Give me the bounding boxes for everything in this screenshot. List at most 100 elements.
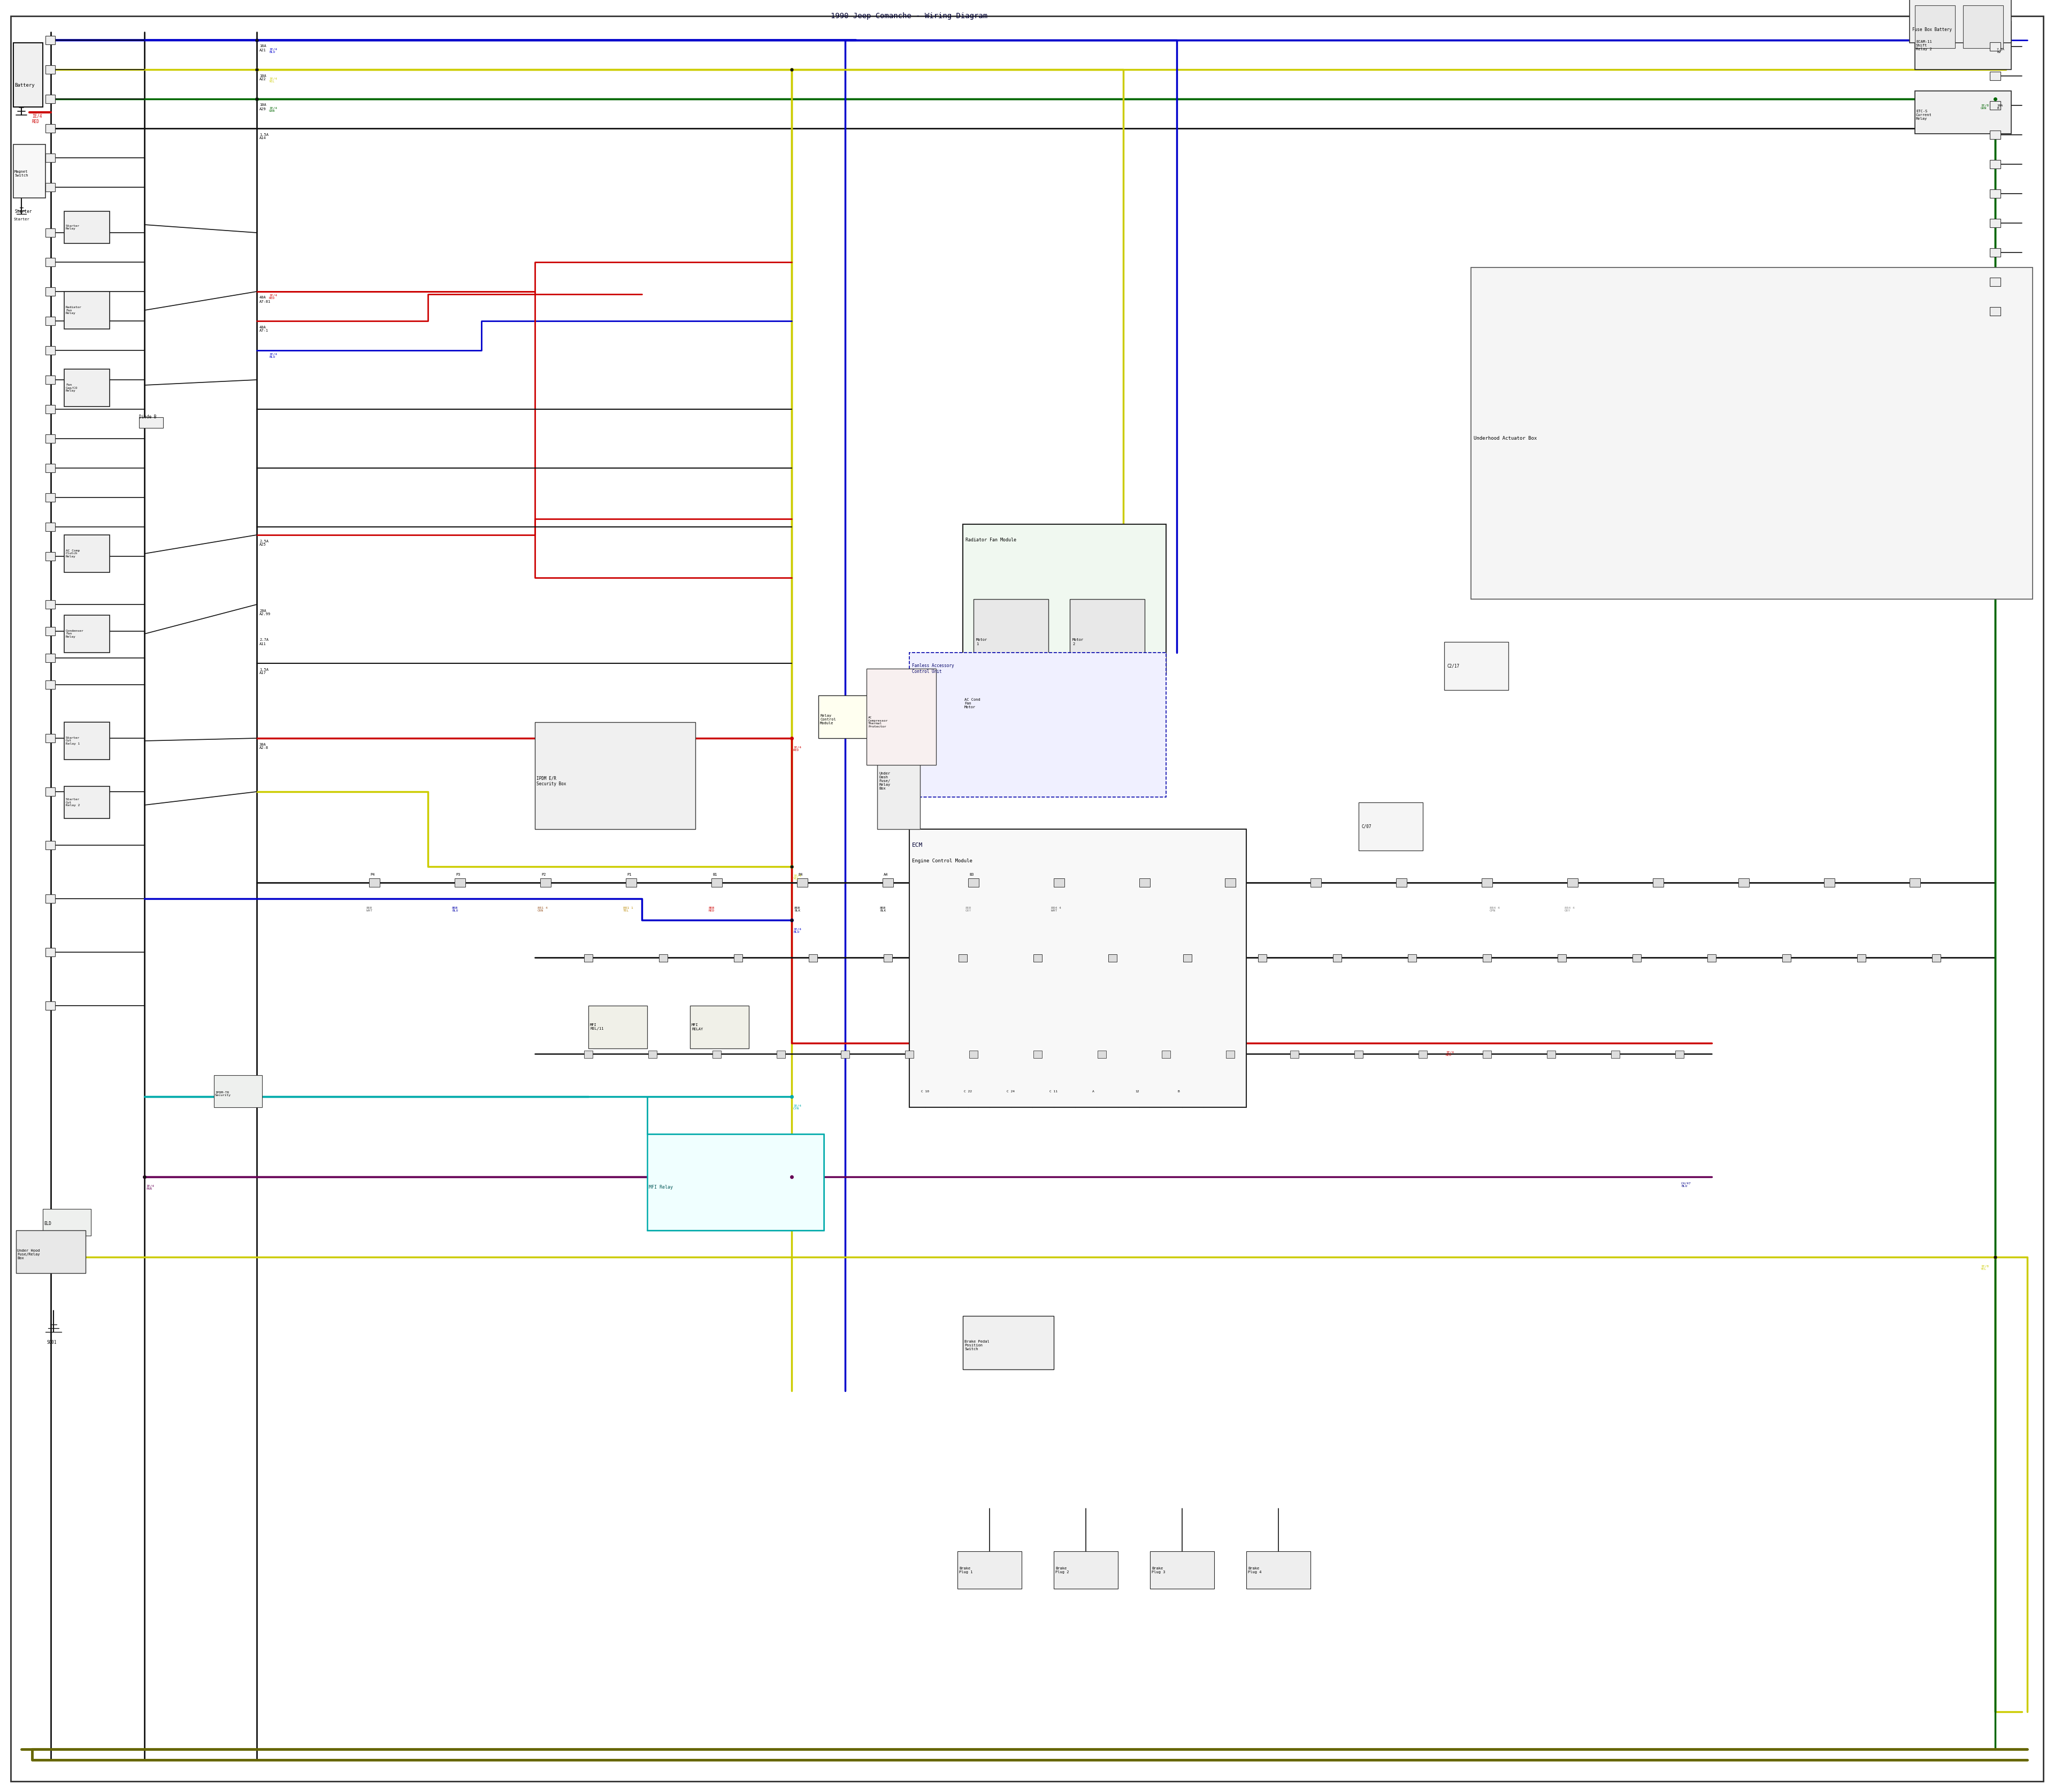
Bar	[1990, 159, 2001, 168]
Text: 8R4 4
WHT: 8R4 4 WHT	[1052, 907, 1062, 912]
Bar	[45, 183, 55, 192]
Text: Motor
1: Motor 1	[976, 638, 988, 645]
Bar	[1557, 955, 1565, 962]
Text: C 24: C 24	[1006, 1090, 1015, 1093]
Text: Battery: Battery	[14, 82, 35, 88]
Text: Fanless Accessory
Control Unit: Fanless Accessory Control Unit	[912, 663, 953, 674]
Text: ETC-S
Current
Relay: ETC-S Current Relay	[1916, 109, 1933, 120]
Bar	[1097, 1050, 1107, 1057]
Text: C 22: C 22	[963, 1090, 972, 1093]
Text: P3: P3	[456, 873, 460, 876]
Bar	[45, 405, 55, 414]
Bar	[140, 418, 162, 428]
Bar	[45, 65, 55, 73]
Text: Fuse Box Battery: Fuse Box Battery	[1912, 27, 1951, 32]
Bar	[214, 1075, 263, 1107]
Bar	[45, 654, 55, 663]
Text: IE/4
RED: IE/4 RED	[793, 745, 801, 753]
Bar	[1857, 955, 1865, 962]
Text: P1: P1	[626, 873, 631, 876]
Bar	[626, 878, 637, 887]
Text: 8RB
BLU: 8RB BLU	[452, 907, 458, 912]
Text: 1.5A
A17: 1.5A A17	[259, 668, 269, 676]
Bar	[1444, 642, 1508, 690]
Text: Brake Pedal
Position
Switch: Brake Pedal Position Switch	[965, 1340, 990, 1351]
Bar	[64, 292, 109, 330]
Bar	[45, 600, 55, 609]
Bar	[45, 523, 55, 530]
Text: IE/4
YEL: IE/4 YEL	[793, 874, 801, 880]
Bar	[1547, 1050, 1555, 1057]
Bar	[64, 615, 109, 652]
Text: Starter
Cut
Relay 1: Starter Cut Relay 1	[66, 737, 80, 745]
Text: Starter: Starter	[14, 217, 29, 220]
Bar	[1407, 955, 1417, 962]
Text: Radiator
Fan
Relay: Radiator Fan Relay	[66, 306, 82, 315]
Bar	[1333, 955, 1341, 962]
Bar	[45, 434, 55, 443]
Bar	[45, 317, 55, 324]
Text: Starter: Starter	[14, 210, 31, 213]
Bar	[647, 1134, 824, 1231]
Bar	[14, 145, 45, 197]
Bar	[45, 552, 55, 561]
Bar	[1483, 955, 1491, 962]
Text: 16A
A21: 16A A21	[259, 45, 267, 52]
Text: 7.5A
B2: 7.5A B2	[1996, 48, 2005, 54]
Bar	[64, 787, 109, 819]
Bar	[45, 735, 55, 742]
Text: IPDM-TR
Security: IPDM-TR Security	[216, 1091, 230, 1097]
Bar	[1033, 1050, 1041, 1057]
Bar	[370, 878, 380, 887]
Text: C2/17: C2/17	[1446, 663, 1458, 668]
Bar	[45, 36, 55, 45]
Text: A4: A4	[883, 873, 887, 876]
Bar	[659, 955, 668, 962]
Bar	[1707, 955, 1715, 962]
Bar	[45, 681, 55, 688]
Text: 40A
A7-81: 40A A7-81	[259, 296, 271, 303]
Bar	[45, 840, 55, 849]
Text: IE/4
CYN: IE/4 CYN	[793, 1104, 801, 1111]
Bar	[587, 1005, 647, 1048]
Bar	[877, 722, 920, 830]
Bar	[1054, 1552, 1117, 1590]
Bar	[14, 43, 43, 108]
Text: IE/8
YEL: IE/8 YEL	[1980, 1265, 1988, 1271]
Bar	[1483, 1050, 1491, 1057]
Text: IE/4
BLU: IE/4 BLU	[793, 928, 801, 934]
Text: 40A
A7-1: 40A A7-1	[259, 326, 269, 333]
Bar	[711, 878, 723, 887]
Bar	[957, 1552, 1021, 1590]
Bar	[1257, 955, 1267, 962]
Bar	[45, 464, 55, 473]
Bar	[733, 955, 741, 962]
Bar	[1990, 306, 2001, 315]
Bar	[969, 1050, 978, 1057]
Text: 12: 12	[1136, 1090, 1140, 1093]
Text: ECAM-11
Shift
Relay 2: ECAM-11 Shift Relay 2	[1916, 39, 1933, 50]
Text: Starter
Cut
Relay 2: Starter Cut Relay 2	[66, 797, 80, 806]
Text: C4/47
BLU: C4/47 BLU	[1680, 1183, 1690, 1188]
Bar	[1964, 5, 2003, 48]
Bar	[1310, 878, 1321, 887]
Text: C/07: C/07	[1362, 824, 1372, 830]
Bar	[963, 679, 1070, 722]
Text: AC
Compressor
Thermal
Protector: AC Compressor Thermal Protector	[869, 717, 887, 728]
Bar	[1990, 72, 2001, 81]
Text: AC Cond
Fan
Motor: AC Cond Fan Motor	[965, 699, 980, 710]
Bar	[840, 1050, 850, 1057]
Bar	[1914, 22, 2011, 70]
Bar	[1247, 1552, 1310, 1590]
Bar	[1290, 1050, 1298, 1057]
Bar	[1140, 878, 1150, 887]
Text: IE/4
BLU: IE/4 BLU	[269, 48, 277, 54]
Bar	[1150, 1552, 1214, 1590]
Bar	[1054, 878, 1064, 887]
Bar	[1990, 249, 2001, 256]
Bar	[1070, 599, 1144, 663]
Text: Condenser
Fan
Relay: Condenser Fan Relay	[66, 629, 84, 638]
Text: 8R4 4
CPN: 8R4 4 CPN	[1489, 907, 1499, 912]
Bar	[797, 878, 807, 887]
Bar	[45, 627, 55, 636]
